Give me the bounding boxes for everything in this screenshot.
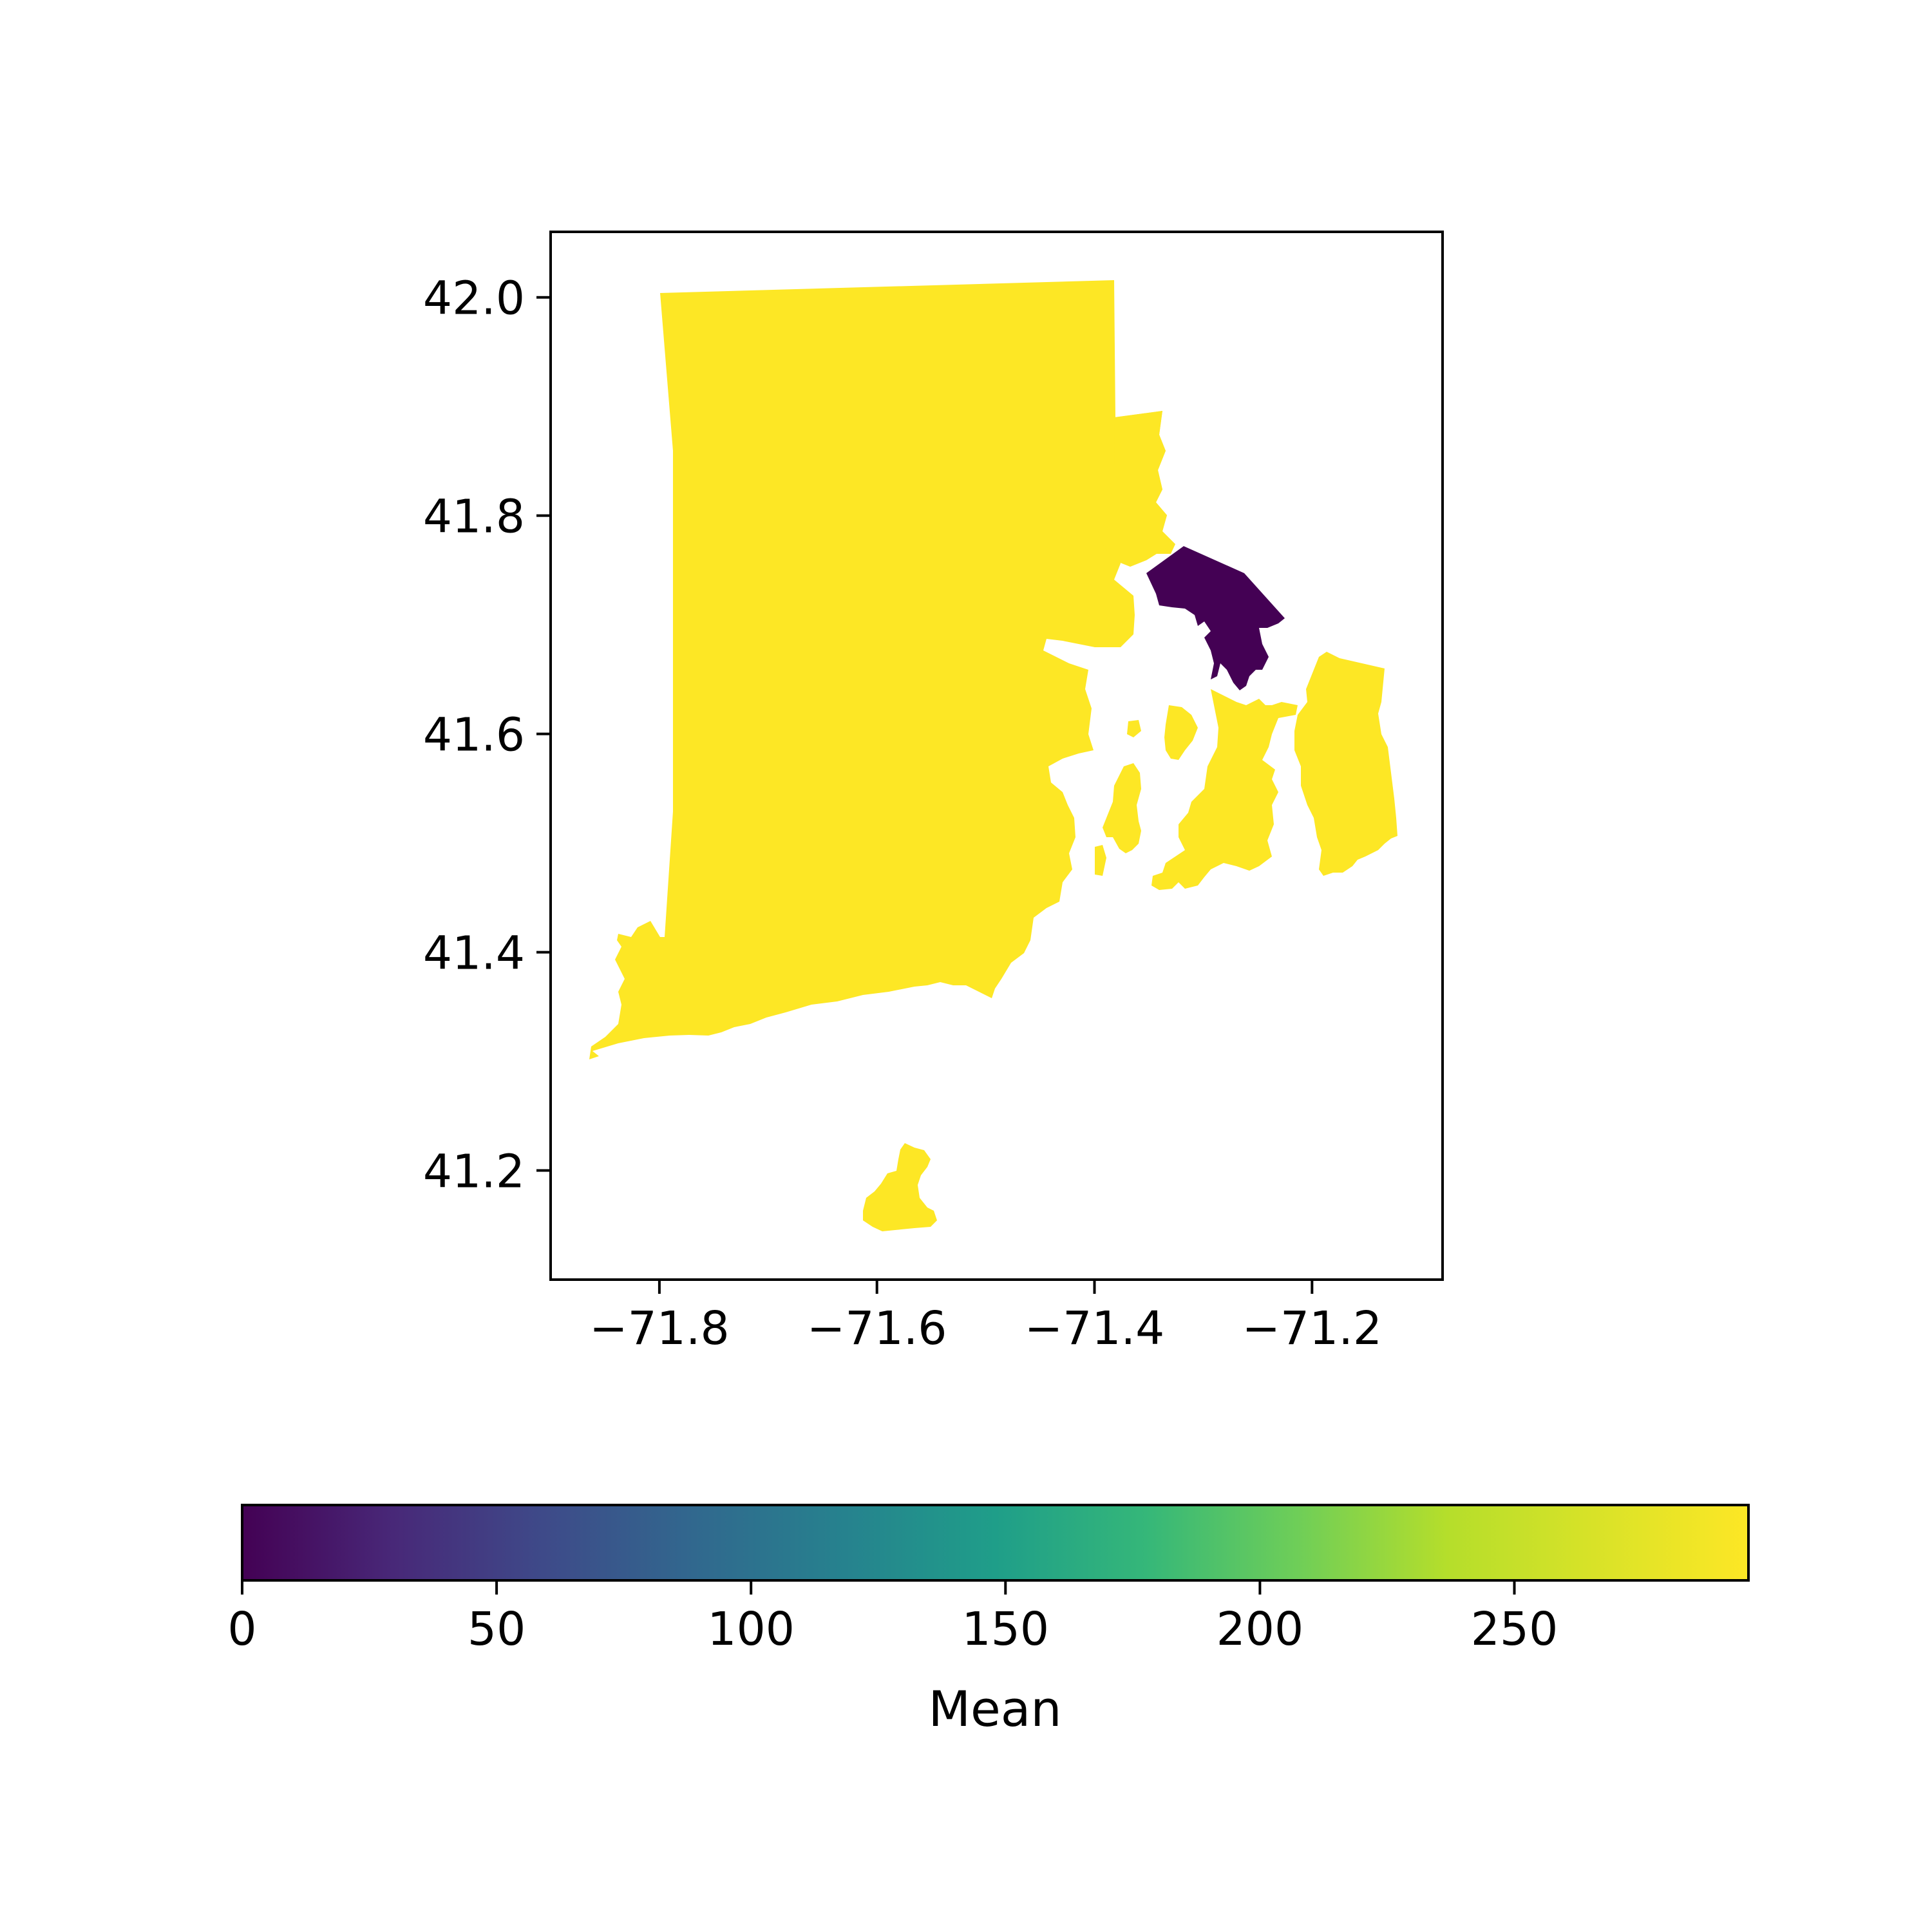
- map-axes-frame: [549, 231, 1444, 1281]
- region-bristol-peninsula: [1146, 546, 1285, 690]
- region-aquidneck-island: [1151, 689, 1298, 890]
- x-axis: −71.8 −71.6 −71.4 −71.2: [589, 1280, 1382, 1355]
- colorbar-label: Mean: [928, 1680, 1061, 1738]
- x-tick-label: −71.4: [1025, 1302, 1165, 1355]
- colorbar-tick-label: 200: [1217, 1602, 1304, 1656]
- map-regions: [589, 280, 1397, 1231]
- y-tick-label: 41.8: [423, 490, 525, 544]
- colorbar-tick-label: 50: [468, 1602, 526, 1656]
- y-tick-label: 42.0: [423, 272, 525, 325]
- region-sakonnet: [1294, 652, 1397, 876]
- colorbar-tick-label: 150: [962, 1602, 1050, 1656]
- region-mainland-west: [589, 280, 1175, 1059]
- region-conanicut-island: [1103, 763, 1141, 853]
- region-northeast-strip: [1098, 411, 1175, 567]
- region-small-islet: [1095, 845, 1106, 876]
- colorbar-tick-label: 250: [1471, 1602, 1558, 1656]
- region-prudence-island: [1164, 705, 1198, 760]
- colorbar-ticks: 0 50 100 150 200 250: [227, 1580, 1558, 1656]
- x-tick-label: −71.2: [1242, 1302, 1383, 1355]
- colorbar-tick-label: 100: [707, 1602, 795, 1656]
- x-tick-label: −71.8: [589, 1302, 730, 1355]
- colorbar: 0 50 100 150 200 250 Mean: [227, 1504, 1750, 1738]
- y-tick-label: 41.4: [423, 927, 525, 980]
- y-tick-label: 41.6: [423, 708, 525, 762]
- region-patience-island: [1127, 720, 1141, 737]
- x-tick-label: −71.6: [807, 1302, 947, 1355]
- colorbar-tick-label: 0: [227, 1602, 256, 1656]
- region-block-island: [863, 1143, 937, 1231]
- y-tick-label: 41.2: [423, 1145, 525, 1198]
- colorbar-gradient: [241, 1504, 1750, 1582]
- y-axis: 42.0 41.8 41.6 41.4 41.2: [423, 272, 551, 1198]
